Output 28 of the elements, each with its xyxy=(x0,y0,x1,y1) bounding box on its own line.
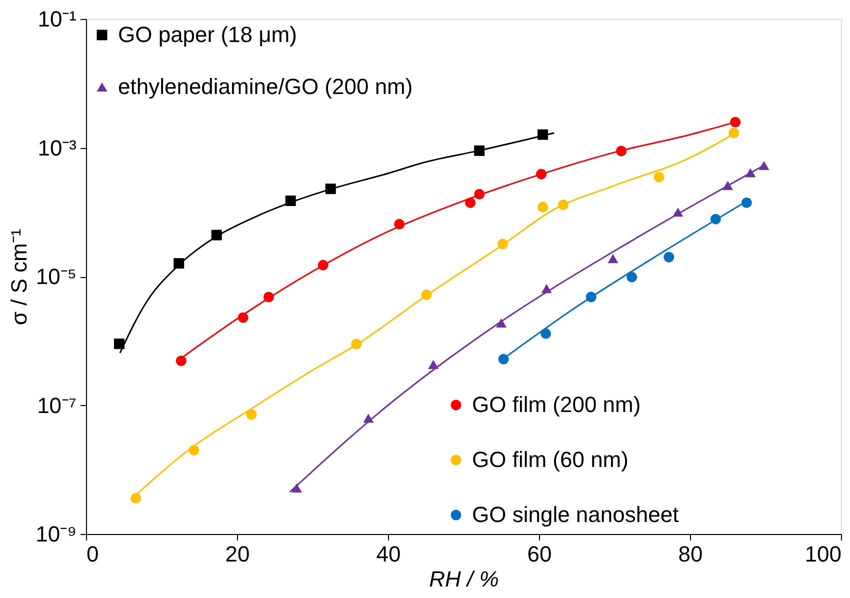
y-tick-label: 10⁻³ xyxy=(38,135,76,160)
point xyxy=(246,409,257,420)
point xyxy=(538,202,548,212)
y-tick-label: 10⁻⁷ xyxy=(37,392,77,418)
legend-label: GO film (200 nm) xyxy=(472,392,641,417)
point xyxy=(608,254,618,264)
legend-label: GO paper (18 μm) xyxy=(118,22,297,47)
point xyxy=(428,360,439,370)
legend-label: GO single nanosheet xyxy=(472,502,679,527)
x-tick-label: 60 xyxy=(527,542,552,566)
x-tick-label: 20 xyxy=(225,542,250,566)
x-tick-label: 100 xyxy=(804,542,842,566)
x-axis-title: RH / % xyxy=(429,566,499,592)
y-axis-title: σ / S cm⁻¹ xyxy=(6,228,32,326)
point xyxy=(114,338,124,350)
point xyxy=(664,252,674,262)
legend-label: ethylenediamine/GO (200 nm) xyxy=(118,74,413,99)
y-tick-label: 10⁻⁹ xyxy=(36,522,76,546)
x-tick-label: 40 xyxy=(376,542,401,566)
y-tick-label: 10⁻⁵ xyxy=(36,264,76,289)
y-tick-label: 10⁻¹ xyxy=(38,6,76,32)
legend-label: GO film (60 nm) xyxy=(472,447,628,472)
point xyxy=(540,328,552,339)
point xyxy=(626,272,638,282)
x-tick-label: 0 xyxy=(86,542,99,566)
point xyxy=(730,116,741,128)
x-tick-label: 80 xyxy=(678,542,703,566)
point xyxy=(654,172,664,182)
